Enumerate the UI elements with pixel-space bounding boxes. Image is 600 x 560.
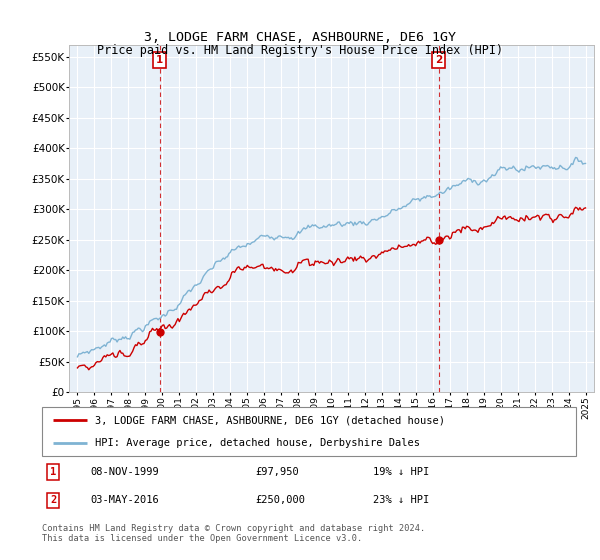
Text: HPI: Average price, detached house, Derbyshire Dales: HPI: Average price, detached house, Derb… xyxy=(95,438,421,448)
Text: Contains HM Land Registry data © Crown copyright and database right 2024.
This d: Contains HM Land Registry data © Crown c… xyxy=(42,524,425,543)
Text: £250,000: £250,000 xyxy=(256,496,305,506)
Text: 23% ↓ HPI: 23% ↓ HPI xyxy=(373,496,430,506)
Text: 03-MAY-2016: 03-MAY-2016 xyxy=(90,496,159,506)
Text: 08-NOV-1999: 08-NOV-1999 xyxy=(90,467,159,477)
Text: Price paid vs. HM Land Registry's House Price Index (HPI): Price paid vs. HM Land Registry's House … xyxy=(97,44,503,57)
Text: 2: 2 xyxy=(50,496,56,506)
FancyBboxPatch shape xyxy=(42,407,576,456)
Text: 3, LODGE FARM CHASE, ASHBOURNE, DE6 1GY (detached house): 3, LODGE FARM CHASE, ASHBOURNE, DE6 1GY … xyxy=(95,416,445,426)
Text: 1: 1 xyxy=(156,55,163,65)
Text: 1: 1 xyxy=(50,467,56,477)
Text: £97,950: £97,950 xyxy=(256,467,299,477)
Text: 3, LODGE FARM CHASE, ASHBOURNE, DE6 1GY: 3, LODGE FARM CHASE, ASHBOURNE, DE6 1GY xyxy=(144,31,456,44)
Text: 19% ↓ HPI: 19% ↓ HPI xyxy=(373,467,430,477)
Text: 2: 2 xyxy=(435,55,442,65)
